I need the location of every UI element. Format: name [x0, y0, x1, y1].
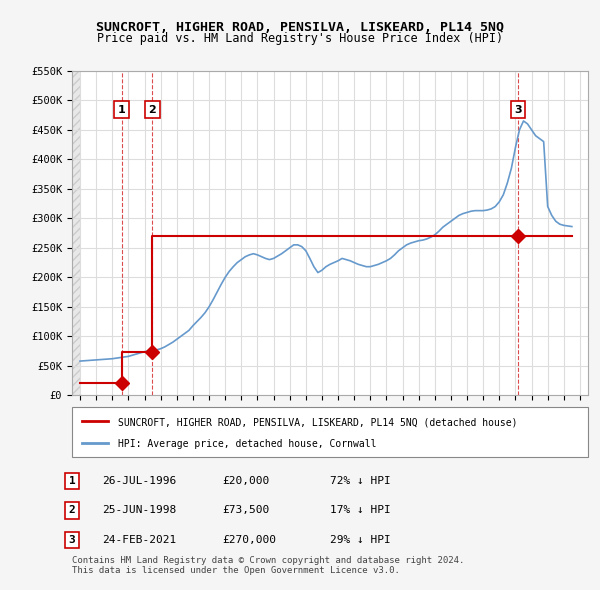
Text: £270,000: £270,000 — [222, 535, 276, 545]
Text: 3: 3 — [514, 105, 521, 114]
Text: £73,500: £73,500 — [222, 506, 269, 515]
Text: Contains HM Land Registry data © Crown copyright and database right 2024.
This d: Contains HM Land Registry data © Crown c… — [72, 556, 464, 575]
Text: Price paid vs. HM Land Registry's House Price Index (HPI): Price paid vs. HM Land Registry's House … — [97, 32, 503, 45]
Text: 2: 2 — [148, 105, 156, 114]
Text: 25-JUN-1998: 25-JUN-1998 — [102, 506, 176, 515]
Text: 2: 2 — [68, 506, 76, 515]
Text: 29% ↓ HPI: 29% ↓ HPI — [330, 535, 391, 545]
Bar — [72, 71, 80, 395]
FancyBboxPatch shape — [72, 407, 588, 457]
Text: 1: 1 — [68, 476, 76, 486]
Text: 24-FEB-2021: 24-FEB-2021 — [102, 535, 176, 545]
Text: HPI: Average price, detached house, Cornwall: HPI: Average price, detached house, Corn… — [118, 439, 377, 449]
Text: 1: 1 — [118, 105, 125, 114]
Text: SUNCROFT, HIGHER ROAD, PENSILVA, LISKEARD, PL14 5NQ (detached house): SUNCROFT, HIGHER ROAD, PENSILVA, LISKEAR… — [118, 417, 518, 427]
Text: 3: 3 — [68, 535, 76, 545]
Text: £20,000: £20,000 — [222, 476, 269, 486]
Text: 72% ↓ HPI: 72% ↓ HPI — [330, 476, 391, 486]
Text: SUNCROFT, HIGHER ROAD, PENSILVA, LISKEARD, PL14 5NQ: SUNCROFT, HIGHER ROAD, PENSILVA, LISKEAR… — [96, 21, 504, 34]
Text: 26-JUL-1996: 26-JUL-1996 — [102, 476, 176, 486]
Text: 17% ↓ HPI: 17% ↓ HPI — [330, 506, 391, 515]
